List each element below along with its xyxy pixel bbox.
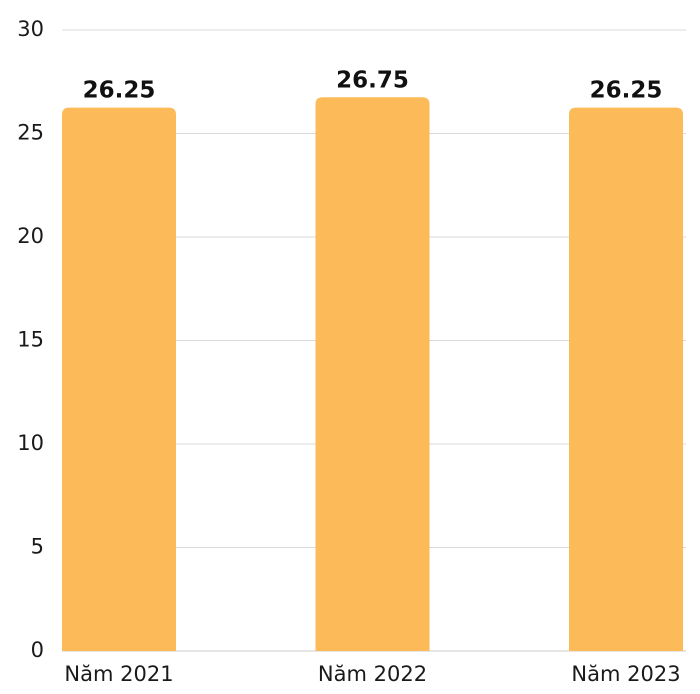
x-tick-label: Năm 2021 — [64, 662, 173, 686]
value-labels: 26.25 26.75 26.25 — [83, 67, 663, 103]
y-tick-label: 20 — [17, 224, 44, 248]
x-tick-label: Năm 2023 — [571, 662, 680, 686]
bar — [569, 107, 683, 651]
bars — [62, 97, 683, 651]
y-tick-label: 5 — [31, 535, 44, 559]
y-tick-label: 10 — [17, 431, 44, 455]
x-tick-label: Năm 2022 — [318, 662, 427, 686]
bar-value-label: 26.25 — [83, 78, 156, 104]
bar — [62, 107, 176, 651]
y-tick-label: 0 — [31, 638, 44, 662]
bar-value-label: 26.75 — [336, 67, 409, 93]
y-tick-label: 15 — [17, 328, 44, 352]
y-tick-label: 30 — [17, 17, 44, 41]
y-tick-label: 25 — [17, 121, 44, 145]
y-axis: 0 5 10 15 20 25 30 — [17, 17, 44, 662]
bar — [315, 97, 430, 651]
x-axis: Năm 2021 Năm 2022 Năm 2023 — [64, 662, 680, 686]
bar-value-label: 26.25 — [590, 78, 663, 104]
